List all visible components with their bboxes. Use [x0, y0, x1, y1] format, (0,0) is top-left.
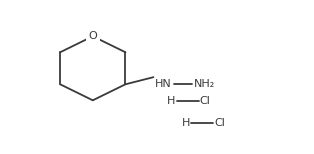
Text: Cl: Cl — [214, 118, 225, 128]
Text: Cl: Cl — [200, 97, 211, 106]
Text: O: O — [89, 31, 97, 41]
Text: NH₂: NH₂ — [194, 79, 215, 89]
Text: H: H — [167, 97, 176, 106]
Text: HN: HN — [155, 79, 171, 89]
Text: H: H — [182, 118, 190, 128]
